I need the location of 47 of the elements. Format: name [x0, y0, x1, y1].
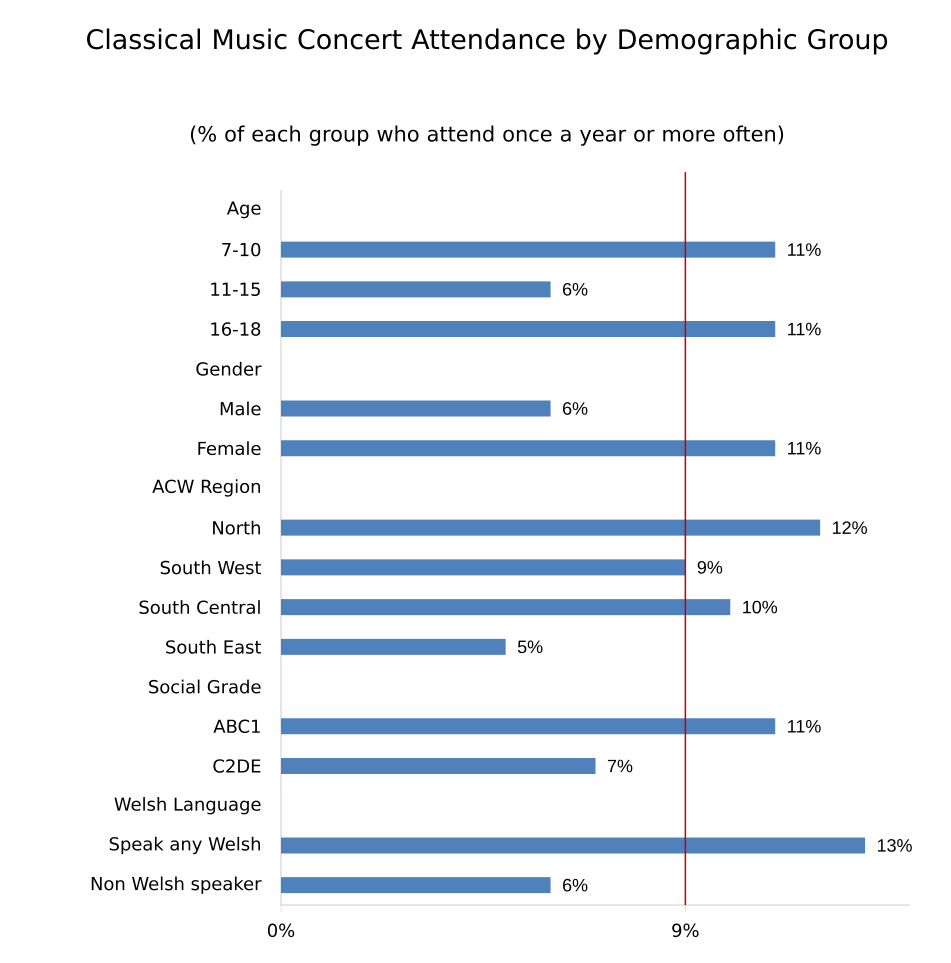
y-tick-label: 11-15: [211, 282, 260, 296]
data-label: 11%: [788, 243, 821, 256]
y-tick-label: ABC1: [213, 719, 260, 734]
data-label: 11%: [788, 442, 821, 454]
y-tick-label: Age: [226, 201, 261, 218]
y-tick-label: South East: [166, 640, 262, 654]
bar: [281, 837, 866, 854]
y-tick-label: ACW Region: [152, 479, 260, 497]
data-label: 9%: [698, 561, 722, 574]
bar: [281, 638, 506, 655]
bar: [281, 400, 551, 416]
x-tick-label: 0%: [268, 924, 294, 938]
data-label: 7%: [608, 760, 632, 772]
bar: [281, 520, 820, 536]
y-tick-label: 16-18: [211, 322, 260, 336]
data-label: 6%: [563, 878, 588, 892]
y-tick-label: Non Welsh speaker: [92, 876, 262, 894]
chart-subtitle: (% of each group who attend once a year or more often): [190, 126, 784, 146]
data-label: 10%: [743, 600, 778, 614]
chart-title: Classical Music Concert Attendance by Demographic Group: [87, 28, 888, 55]
data-label: 13%: [878, 839, 912, 852]
data-label: 11%: [788, 322, 821, 336]
y-tick-label: Gender: [196, 362, 262, 376]
bar: [281, 718, 776, 734]
bar: [281, 242, 776, 258]
y-tick-label: South Central: [140, 600, 260, 614]
y-tick-label: Male: [220, 402, 261, 416]
y-tick-label: North: [213, 520, 260, 535]
bar: [281, 877, 551, 894]
y-tick-label: Speak any Welsh: [110, 836, 260, 854]
data-label: 5%: [518, 640, 542, 654]
data-label: 12%: [833, 521, 867, 534]
y-tick-label: Welsh Language: [114, 797, 261, 814]
bar: [281, 321, 776, 338]
y-tick-label: 7-10: [222, 242, 260, 256]
bar: [281, 559, 686, 576]
y-tick-label: Female: [198, 441, 261, 456]
y-tick-label: Social Grade: [149, 680, 261, 694]
bar: [281, 281, 551, 298]
bar: [281, 440, 776, 456]
data-label: 6%: [563, 282, 588, 296]
bar: [281, 758, 596, 774]
y-tick-label: C2DE: [213, 759, 260, 773]
data-label: 11%: [788, 720, 821, 733]
y-tick-label: South West: [160, 560, 262, 574]
data-label: 6%: [563, 402, 588, 415]
bar: [281, 599, 730, 616]
